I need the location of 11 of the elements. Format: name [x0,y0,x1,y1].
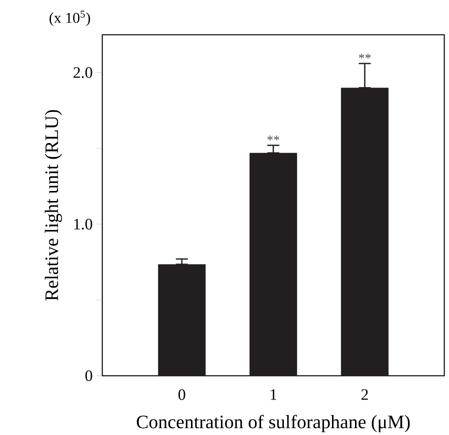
annotation: ** [267,136,280,140]
x-tick-label: 0 [178,389,186,400]
annotation: ** [358,54,371,59]
x-axis-title: Concentration of sulforaphane (μM) [136,414,410,432]
y-tick-label: 1.0 [74,218,92,230]
text: (x 10$^{5}$) [50,10,90,26]
x-tick-label: 1 [270,389,276,400]
y-tick-label: 0 [85,370,92,382]
y-tick-label: 2.0 [74,67,92,78]
y-axis-title: Relative light unit (RLU) [44,110,62,301]
x-tick-label: 2 [361,389,368,400]
